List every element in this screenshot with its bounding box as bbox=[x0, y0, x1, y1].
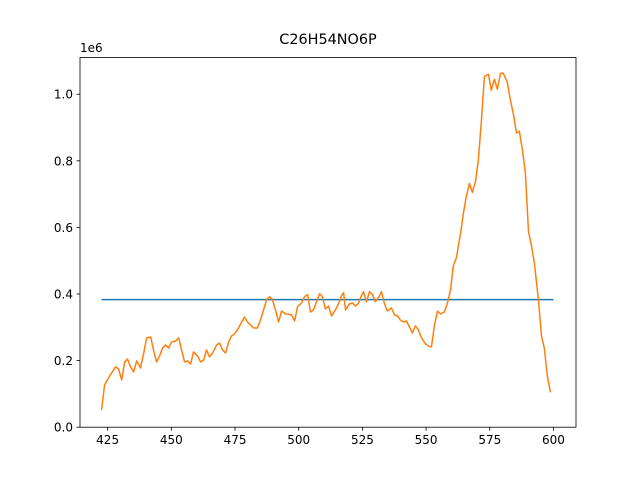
x-tick-label: 575 bbox=[478, 433, 501, 447]
y-tick-label: 0.2 bbox=[54, 354, 73, 368]
x-tick-label: 600 bbox=[542, 433, 565, 447]
x-tick-label: 475 bbox=[224, 433, 247, 447]
x-tick-label: 550 bbox=[415, 433, 438, 447]
data-line bbox=[100, 72, 552, 411]
y-tick-label: 1.0 bbox=[54, 88, 73, 102]
y-tick-label: 0.8 bbox=[54, 154, 73, 168]
y-offset-label: 1e6 bbox=[80, 41, 103, 55]
x-tick-label: 500 bbox=[287, 433, 310, 447]
x-tick-label: 525 bbox=[351, 433, 374, 447]
axes-frame bbox=[79, 57, 577, 428]
y-tick-label: 0.0 bbox=[54, 421, 73, 435]
y-tick-label: 0.6 bbox=[54, 221, 73, 235]
chart-title: C26H54NO6P bbox=[279, 32, 377, 48]
x-tick-label: 425 bbox=[96, 433, 119, 447]
y-tick-label: 0.4 bbox=[54, 288, 73, 302]
x-tick-label: 450 bbox=[160, 433, 183, 447]
